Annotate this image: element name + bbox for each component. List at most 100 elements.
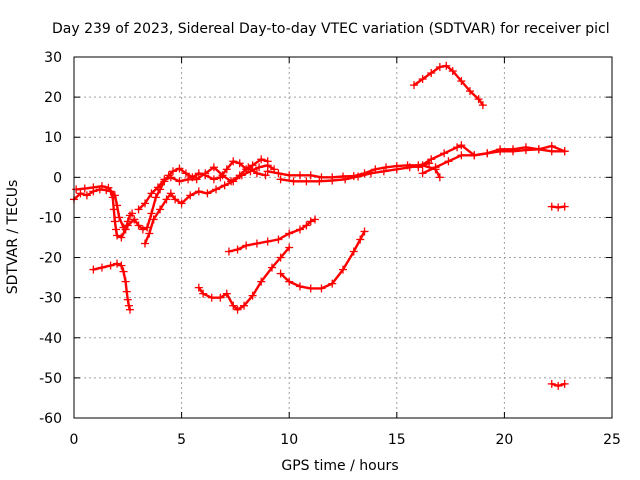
data-point xyxy=(339,265,347,274)
series-arc-rise-1 xyxy=(130,155,272,234)
data-point xyxy=(257,155,266,164)
data-point xyxy=(521,146,530,155)
data-point xyxy=(186,191,195,200)
data-point xyxy=(222,165,231,174)
data-point xyxy=(138,225,147,234)
data-point xyxy=(285,243,294,252)
y-tick-label: -30 xyxy=(39,291,62,307)
data-point xyxy=(440,149,449,158)
data-point xyxy=(414,163,423,172)
data-point xyxy=(124,301,133,310)
data-point xyxy=(227,177,236,186)
series-arc-peak xyxy=(410,61,487,110)
data-point xyxy=(274,235,283,244)
data-point xyxy=(117,261,126,270)
data-point xyxy=(97,263,106,272)
data-point xyxy=(252,169,261,178)
data-point xyxy=(207,293,216,302)
data-point xyxy=(166,189,175,198)
data-point xyxy=(233,245,242,254)
series-arc-low-drop xyxy=(89,259,134,314)
data-point xyxy=(349,247,358,256)
data-point xyxy=(171,195,180,204)
data-point xyxy=(276,175,285,184)
data-point xyxy=(274,169,283,178)
data-point xyxy=(252,239,261,248)
data-point xyxy=(405,163,414,172)
data-point xyxy=(248,161,257,170)
data-point xyxy=(113,201,122,210)
data-point xyxy=(113,231,122,240)
data-point xyxy=(130,215,139,224)
data-point xyxy=(119,267,128,276)
data-point xyxy=(117,233,126,242)
data-point xyxy=(356,235,365,244)
data-point xyxy=(263,167,272,176)
data-point xyxy=(166,173,175,182)
data-point xyxy=(184,175,193,184)
data-point xyxy=(244,163,253,172)
data-point xyxy=(220,181,229,190)
y-tick-label: 0 xyxy=(53,170,62,186)
data-point xyxy=(168,167,177,176)
data-point xyxy=(285,277,294,286)
data-point xyxy=(199,289,208,298)
data-point xyxy=(302,177,311,186)
data-point xyxy=(141,239,150,248)
data-point xyxy=(122,287,131,296)
series-arc-dip xyxy=(194,243,294,314)
series-arc-long-rise xyxy=(224,215,320,256)
data-point xyxy=(360,227,369,236)
data-point xyxy=(128,209,137,218)
data-point xyxy=(76,189,85,198)
data-point xyxy=(444,157,453,166)
x-tick-label: 20 xyxy=(495,432,513,448)
data-point xyxy=(427,155,436,164)
series-line xyxy=(133,158,269,231)
data-point xyxy=(257,277,266,286)
data-point xyxy=(134,205,143,214)
data-point xyxy=(111,225,120,234)
data-point xyxy=(547,379,556,388)
y-tick-label: -10 xyxy=(39,210,62,226)
data-point xyxy=(80,184,89,193)
series-line xyxy=(279,230,366,290)
data-series xyxy=(70,61,569,390)
data-point xyxy=(285,229,294,238)
data-point xyxy=(263,237,272,246)
data-point xyxy=(392,165,401,174)
data-point xyxy=(233,305,242,314)
data-point xyxy=(212,185,221,194)
data-point xyxy=(435,173,444,182)
data-point xyxy=(145,229,154,238)
x-tick-label: 0 xyxy=(70,432,79,448)
data-point xyxy=(89,265,98,274)
data-point xyxy=(554,203,563,212)
data-point xyxy=(317,284,326,293)
data-point xyxy=(160,175,169,184)
data-point xyxy=(534,145,543,154)
data-point xyxy=(431,163,440,172)
series-line xyxy=(266,162,431,179)
data-point xyxy=(547,202,556,211)
data-point xyxy=(216,293,225,302)
data-point xyxy=(295,225,304,234)
data-point xyxy=(276,253,285,262)
x-axis-label: GPS time / hours xyxy=(281,458,398,474)
data-point xyxy=(194,283,203,292)
data-point xyxy=(192,175,201,184)
data-point xyxy=(141,199,150,208)
data-point xyxy=(276,269,285,278)
data-point xyxy=(106,261,115,270)
data-point xyxy=(115,213,124,222)
data-point xyxy=(302,221,311,230)
data-point xyxy=(478,101,487,110)
series-arc-bowl xyxy=(276,227,369,293)
x-tick-label: 25 xyxy=(603,432,621,448)
data-point xyxy=(201,169,210,178)
data-point xyxy=(560,379,569,388)
data-point xyxy=(222,289,231,298)
data-point xyxy=(125,305,134,314)
data-point xyxy=(418,75,427,84)
